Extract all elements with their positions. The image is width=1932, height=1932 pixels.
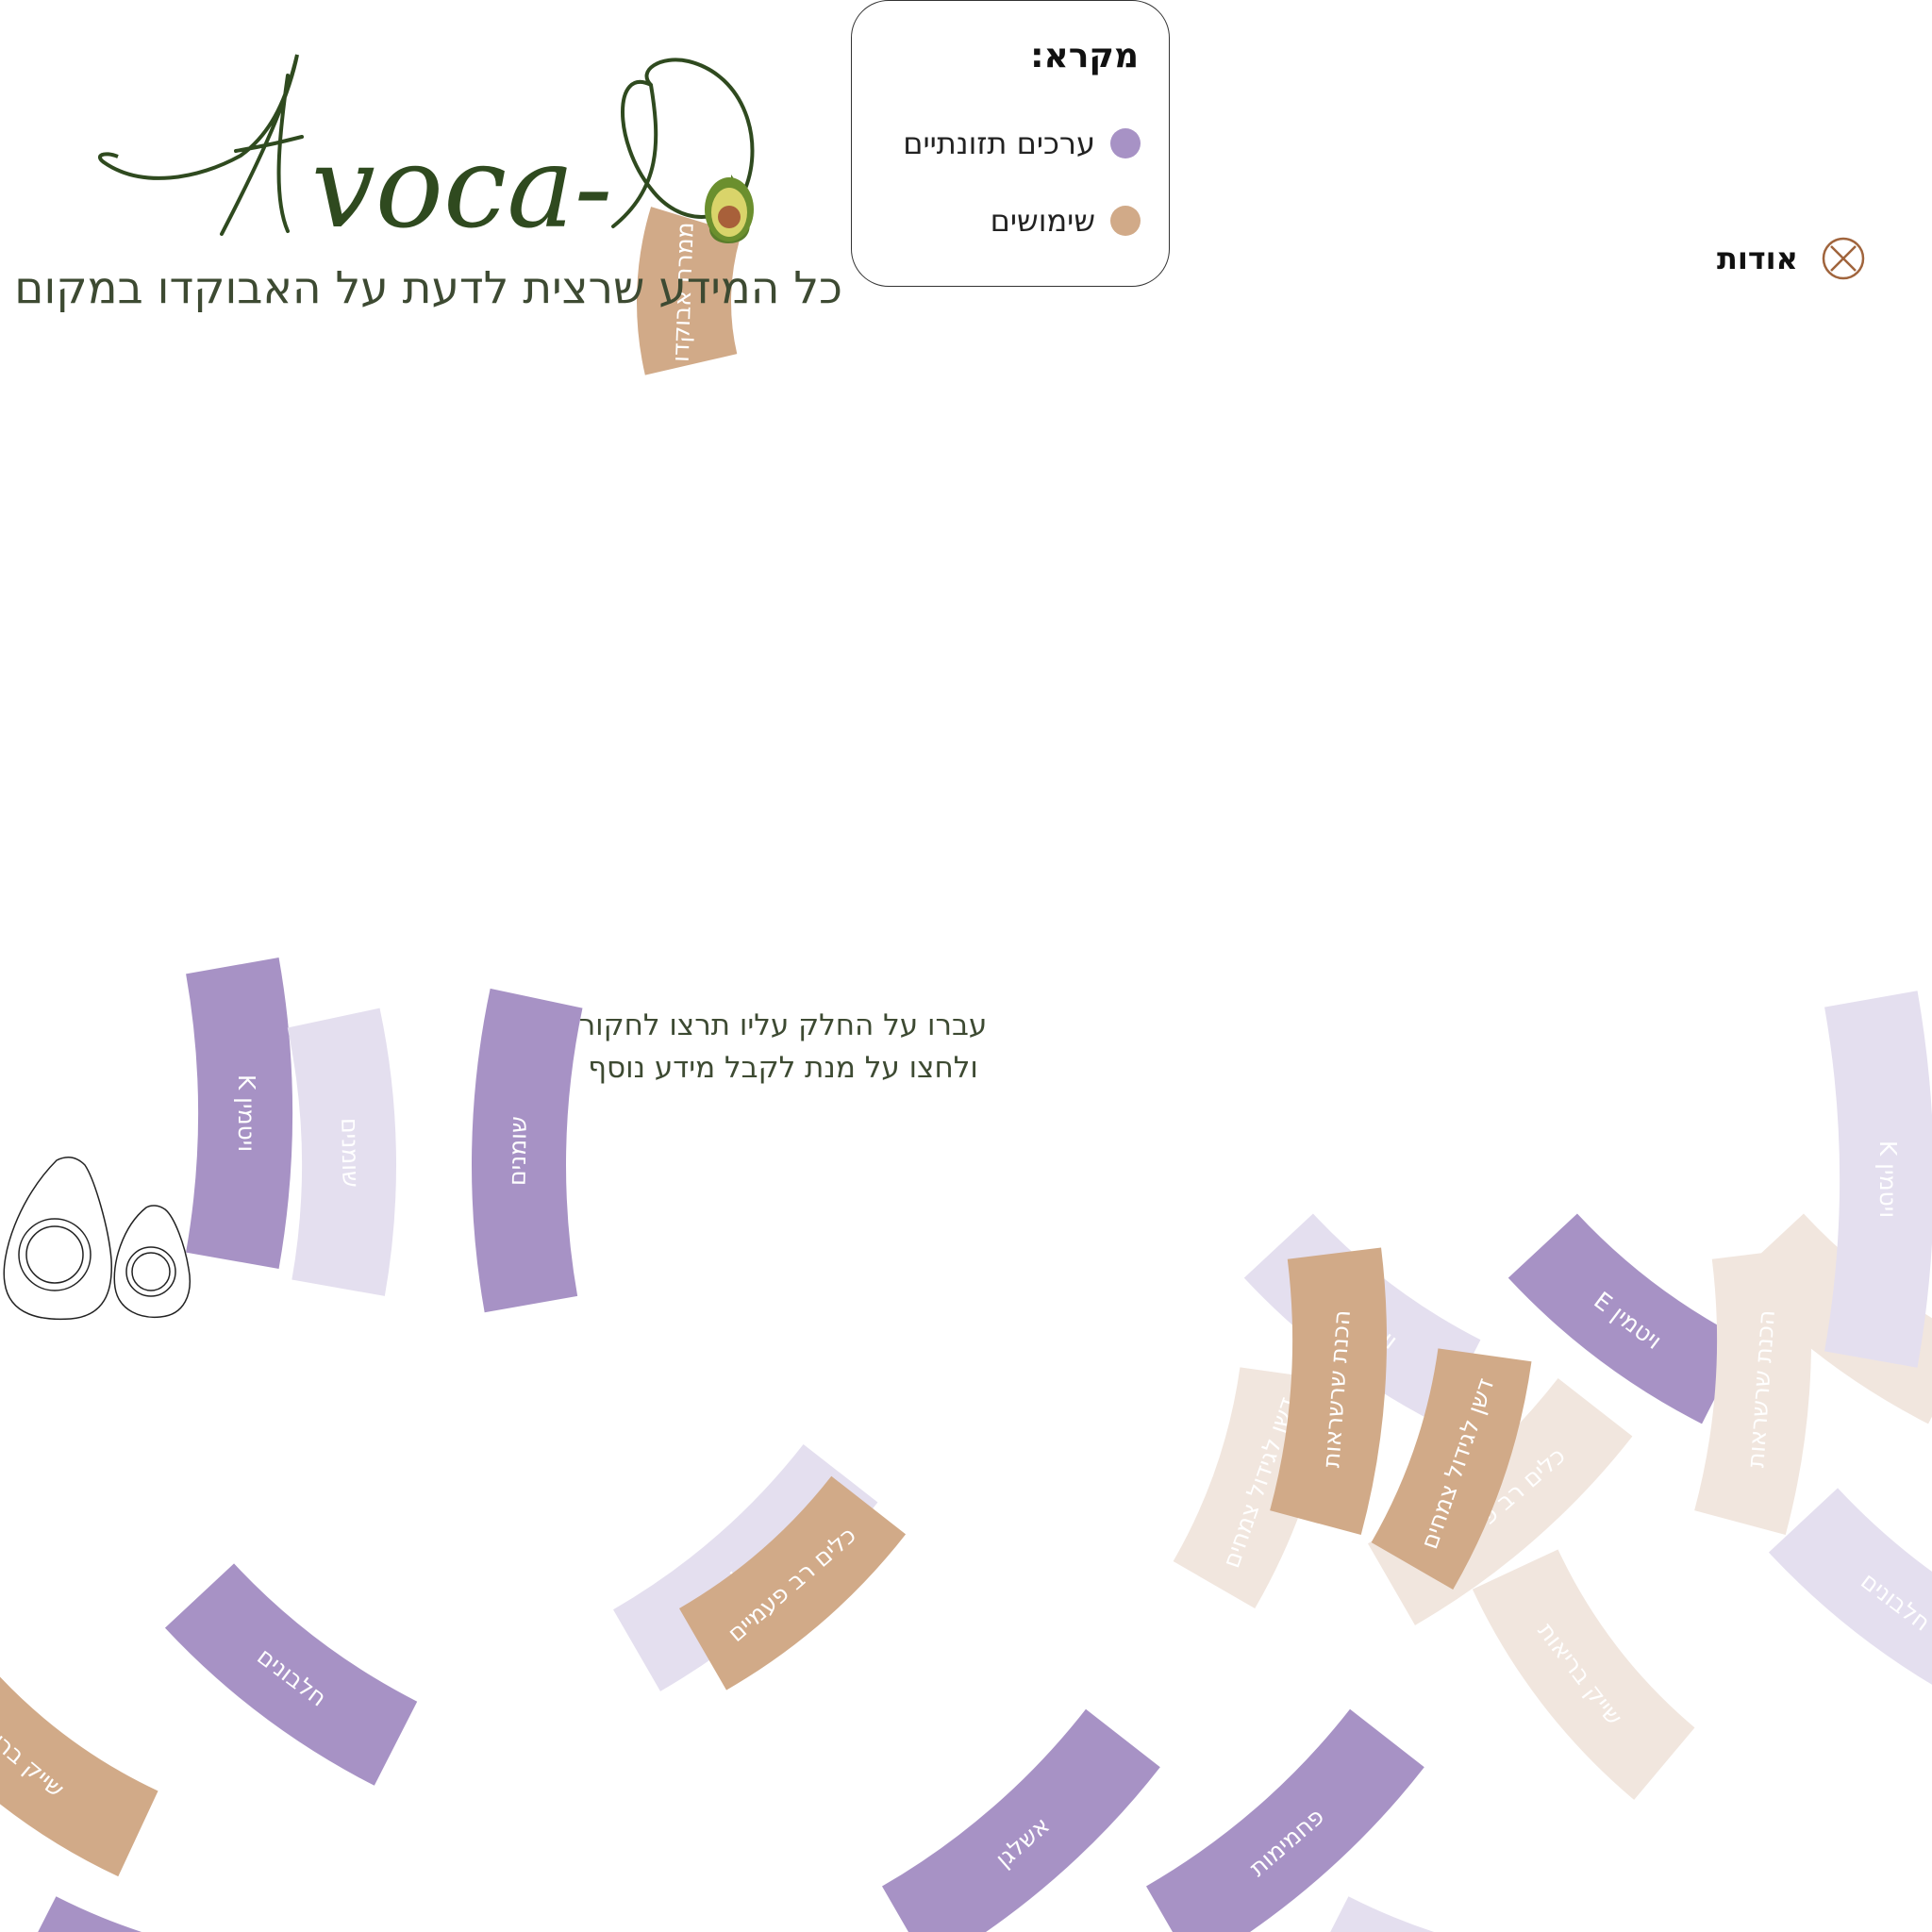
legend-item-uses: שימושים — [991, 203, 1141, 239]
about-label[interactable]: אודות — [1717, 241, 1798, 276]
legend-dot-icon — [1110, 206, 1141, 236]
avocado-outline-icon — [3, 1156, 191, 1321]
segment-uses-20[interactable]: דשן לגידול צמחים — [1371, 1348, 1532, 1590]
legend-panel: מקרא: ערכים תזונתיים שימושים — [851, 0, 1170, 287]
segment-shape[interactable] — [882, 1708, 1160, 1932]
segment-nutrition-3[interactable]: חלבונים — [164, 1563, 418, 1786]
avocado-icon — [705, 175, 754, 243]
segment-nutrition-13[interactable]: קלוריות — [1306, 1896, 1623, 1932]
segment-uses-5[interactable]: ממרח אבוקדו — [637, 207, 741, 375]
segment-uses-23[interactable]: שייק בריאות — [0, 1618, 158, 1877]
segment-shape[interactable] — [1472, 1549, 1695, 1800]
about-button[interactable]: אודות — [1717, 236, 1866, 281]
segment-label-ממרח-אבוקדו[interactable]: ממרח אבוקדו — [667, 222, 699, 362]
segment-nutrition-22[interactable]: ויטמין K — [1824, 991, 1932, 1368]
segment-label-שומנים[interactable]: שומנים — [503, 1116, 531, 1186]
segment-nutrition-15[interactable]: קלוריות — [13, 1896, 330, 1932]
segment-label-ויטמין-K[interactable]: ויטמין K — [233, 1074, 260, 1152]
segment-label-שומנים[interactable]: שומנים — [336, 1118, 364, 1188]
segment-shape[interactable] — [1824, 991, 1932, 1368]
segment-shape[interactable] — [679, 1475, 907, 1690]
close-circle-icon[interactable] — [1821, 236, 1866, 281]
segment-nutrition-7[interactable]: אשלגן — [882, 1708, 1160, 1932]
segment-shape[interactable] — [1306, 1896, 1623, 1932]
segment-uses-21[interactable]: שייק בריאות — [1472, 1549, 1695, 1800]
segment-shape[interactable] — [637, 207, 741, 375]
legend-title: מקרא: — [1030, 37, 1139, 75]
segment-shape[interactable] — [1270, 1247, 1387, 1536]
segment-nutrition-26[interactable]: שומנים — [472, 988, 583, 1313]
legend-label: שימושים — [990, 203, 1095, 239]
segment-nutrition-8[interactable]: פחמימות — [1146, 1708, 1424, 1932]
segment-nutrition-9[interactable]: חלבונים — [1768, 1488, 1932, 1709]
segment-nutrition-1[interactable]: ויטמין E — [1507, 1213, 1745, 1424]
segment-shape[interactable] — [186, 958, 292, 1269]
instruction-text: עברו על החלק עליו תרצו לחקור ולחצו על מנ… — [557, 1005, 1009, 1090]
instruction-line: ולחצו על מנת לקבל מידע נוסף — [588, 1051, 978, 1085]
segment-shape[interactable] — [164, 1563, 418, 1786]
segment-label-ויטמין-K[interactable]: ויטמין K — [1874, 1141, 1902, 1218]
segment-shape[interactable] — [1507, 1213, 1745, 1424]
segment-shape[interactable] — [1371, 1348, 1532, 1590]
segment-nutrition-25[interactable]: שומנים — [287, 1008, 396, 1296]
segment-shape[interactable] — [287, 1008, 396, 1296]
segment-nutrition-24[interactable]: ויטמין K — [186, 958, 292, 1269]
segment-shape[interactable] — [1768, 1488, 1932, 1709]
segment-shape[interactable] — [1146, 1708, 1424, 1932]
legend-label: ערכים תזונתיים — [903, 125, 1095, 161]
instruction-line: עברו על החלק עליו תרצו לחקור — [578, 1008, 988, 1042]
logo: voca- — [98, 54, 755, 254]
legend-dot-icon — [1110, 128, 1141, 158]
segment-shape[interactable] — [472, 988, 583, 1313]
segment-shape[interactable] — [0, 1618, 158, 1877]
svg-text:voca-: voca- — [311, 123, 612, 254]
segment-shape[interactable] — [13, 1896, 330, 1932]
segment-uses-33[interactable]: הכנת שרשראות — [1270, 1247, 1387, 1536]
legend-item-nutrition: ערכים תזונתיים — [903, 125, 1141, 161]
segment-uses-34[interactable]: הכנת שרשראות — [1694, 1247, 1811, 1536]
page-subtitle: כל המידע שרצית לדעת על האבוקדו במקום אחד — [0, 262, 842, 314]
segment-shape[interactable] — [1694, 1247, 1811, 1536]
